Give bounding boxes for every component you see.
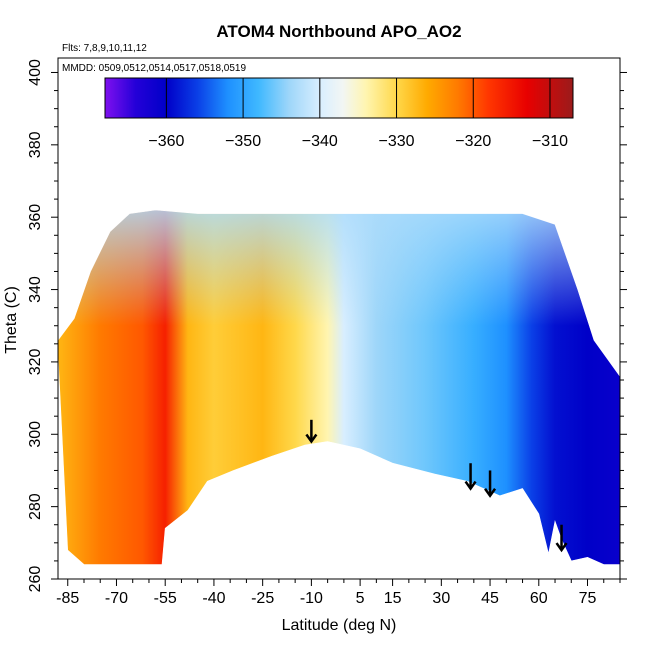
x-tick-label: 15 — [384, 590, 402, 607]
x-tick-label: 5 — [356, 590, 365, 607]
flights-annotation: Flts: 7,8,9,10,11,12 — [62, 43, 147, 54]
y-tick-label: 260 — [27, 566, 44, 593]
arrow-markers — [305, 419, 568, 553]
coverage-outline — [58, 209, 620, 565]
x-tick-label: -70 — [105, 590, 128, 607]
arrow-marker-head — [484, 488, 497, 498]
y-tick-label: 400 — [27, 59, 44, 86]
arrow-marker-head — [464, 480, 477, 491]
arrow-marker-head — [555, 542, 568, 553]
y-tick-label: 340 — [27, 276, 44, 303]
colorbar-ticks: −360 −350 −340 −330 −320 −310 — [148, 78, 568, 150]
colorbar-gradient — [104, 77, 574, 119]
y-tick-label: 320 — [27, 348, 44, 375]
y-tick-label: 360 — [27, 204, 44, 231]
x-tick-label: -55 — [154, 590, 177, 607]
x-tick-label: 60 — [530, 590, 548, 607]
colorbar-tick-label: −340 — [302, 133, 338, 150]
y-axis: 260 280 300 320 340 360 380 400 — [27, 59, 627, 592]
arrow-marker-head — [305, 433, 318, 444]
y-tick-label: 300 — [27, 421, 44, 448]
colorbar-tick-label: −320 — [455, 133, 491, 150]
colorbar-tick-label: −310 — [532, 133, 568, 150]
y-axis-label: Theta (C) — [3, 286, 20, 354]
x-tick-label: -40 — [202, 590, 225, 607]
colorbar-tick-label: −330 — [379, 133, 415, 150]
y-tick-label: 380 — [27, 131, 44, 158]
x-axis-label: Latitude (deg N) — [282, 617, 397, 634]
colorbar: −360 −350 −340 −330 −320 −310 — [104, 77, 574, 150]
apo-field — [58, 209, 620, 565]
apo-field-cells — [58, 210, 620, 565]
colorbar-tick-label: −360 — [148, 133, 184, 150]
x-tick-label: -85 — [56, 590, 79, 607]
x-tick-label: -25 — [251, 590, 274, 607]
x-tick-label: 45 — [481, 590, 499, 607]
x-tick-label: -10 — [300, 590, 323, 607]
y-tick-label: 280 — [27, 493, 44, 520]
x-tick-label: 30 — [432, 590, 450, 607]
x-axis: -85 -70 -55 -40 -25 -10 5 15 30 45 60 75 — [56, 579, 621, 607]
x-tick-label: 75 — [579, 590, 597, 607]
chart-title: ATOM4 Northbound APO_AO2 — [216, 22, 461, 41]
dates-annotation: MMDD: 0509,0512,0514,0517,0518,0519 — [62, 63, 246, 74]
colorbar-tick-label: −350 — [225, 133, 261, 150]
plot-frame — [57, 57, 621, 580]
